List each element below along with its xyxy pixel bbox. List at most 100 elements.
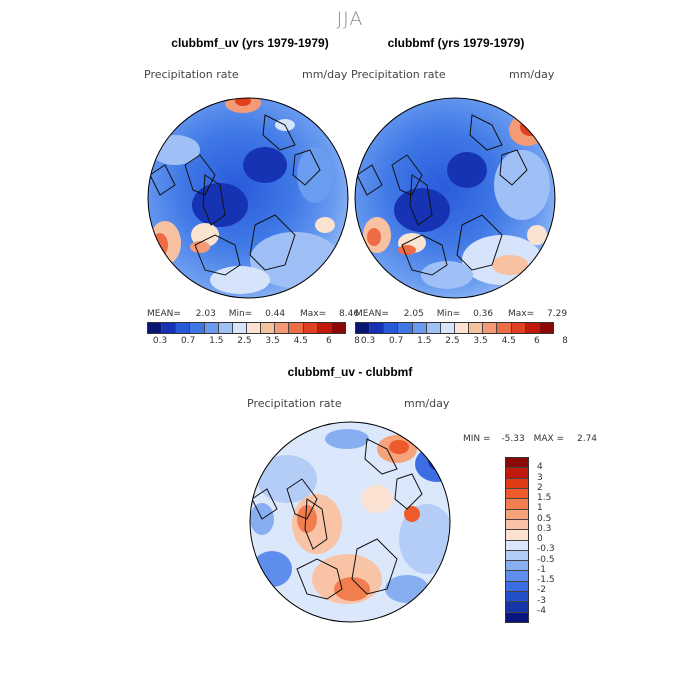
panel2-map <box>354 97 556 299</box>
panel2-min-label: Min= <box>436 309 461 319</box>
colorbar-tick-label: 4.5 <box>501 336 516 346</box>
colorbar-swatch <box>246 323 262 333</box>
panel2-mean-label: MEAN= <box>355 309 389 319</box>
colorbar-tick-label: 0.7 <box>181 336 196 346</box>
colorbar-tick-label: 1 <box>537 503 543 514</box>
colorbar-tick-label: 8 <box>354 336 360 346</box>
panel1-units: mm/day <box>302 68 348 81</box>
colorbar-tick-label: 0.3 <box>360 336 376 346</box>
colorbar-tick-label: 0.5 <box>537 513 552 524</box>
colorbar-tick-label: 4 <box>537 462 543 473</box>
colorbar-tick-label: 2 <box>537 482 543 493</box>
colorbar-tick-label: -4 <box>537 605 546 616</box>
colorbar-swatch <box>506 612 528 622</box>
colorbar-tick-label: 1.5 <box>537 493 552 503</box>
colorbar-tick-label: 1.5 <box>417 336 432 346</box>
colorbar-swatch <box>162 323 177 333</box>
colorbar-swatch <box>218 323 233 333</box>
colorbar-tick-label: 2.5 <box>237 336 252 346</box>
colorbar-swatch <box>506 519 528 531</box>
panel3-units: mm/day <box>404 397 450 410</box>
colorbar-tick-label: 0.3 <box>152 336 168 346</box>
colorbar-tick-label: -2 <box>537 585 546 596</box>
colorbar-tick-label: 0 <box>537 534 543 544</box>
panel3-map <box>249 421 451 623</box>
season-title: JJA <box>336 8 364 30</box>
colorbar-swatch <box>483 323 498 333</box>
colorbar-swatch <box>497 323 512 333</box>
colorbar-swatch <box>384 323 399 333</box>
panel1-max-value: 8.46 <box>339 309 360 319</box>
colorbar-swatch <box>506 602 528 613</box>
panel2-title: clubbmf (yrs 1979-1979) <box>387 36 525 50</box>
colorbar-tick-label: 2.5 <box>445 336 460 346</box>
colorbar-tick-label: -1.5 <box>537 575 555 585</box>
panel1-mean-label: MEAN= <box>147 309 181 319</box>
colorbar-tick-label: 6 <box>534 336 540 346</box>
panel3-max-label: MAX = <box>533 434 565 444</box>
colorbar-tick-label: 3 <box>537 472 543 483</box>
colorbar-swatch <box>506 592 528 603</box>
colorbar-swatch <box>506 458 528 469</box>
colorbar-swatch <box>506 530 528 541</box>
colorbar-swatch <box>317 323 332 333</box>
colorbar-tick-label: -0.3 <box>537 544 555 555</box>
colorbar-swatch <box>275 323 290 333</box>
colorbar-tick-label: 4.5 <box>293 336 308 346</box>
colorbar-swatch <box>232 323 247 333</box>
panel3-title: clubbmf_uv - clubbmf <box>287 365 413 379</box>
colorbar-swatch <box>506 468 528 479</box>
panel3-max-value: 2.74 <box>576 434 598 444</box>
colorbar-swatch <box>506 571 528 582</box>
colorbar-swatch <box>506 550 528 562</box>
panel1-title: clubbmf_uv (yrs 1979-1979) <box>171 36 329 50</box>
colorbar-swatch <box>469 323 484 333</box>
panel3-stats: MIN = -5.33 MAX = 2.74 <box>463 434 597 444</box>
colorbar-swatch <box>303 323 318 333</box>
panel2-variable: Precipitation rate <box>351 68 446 81</box>
panel1-variable: Precipitation rate <box>144 68 239 81</box>
colorbar-swatch <box>511 323 526 333</box>
colorbar-swatch <box>506 488 528 500</box>
panel1-mean-value: 2.03 <box>195 309 216 319</box>
panel2-min-value: 0.36 <box>473 309 494 319</box>
colorbar-swatch <box>440 323 455 333</box>
panel3-colorbar-ticks: 4 3 2 1.5 1 0.5 0.3 0 -0.3 -0.5 -1 -1.5 -2 -3 -4 <box>537 457 577 621</box>
panel1-map <box>147 97 349 299</box>
colorbar-swatch <box>506 561 528 572</box>
colorbar-tick-label: 6 <box>326 336 332 346</box>
panel3-colorbar <box>505 457 529 623</box>
panel2-max-label: Max= <box>508 309 535 319</box>
colorbar-swatch <box>331 323 345 333</box>
panel2-colorbar-ticks: 0.3 0.7 1.5 2.5 3.5 4.5 6 8 <box>355 336 568 348</box>
panel1-min-value: 0.44 <box>265 309 286 319</box>
panel1-min-label: Min= <box>228 309 253 319</box>
colorbar-swatch <box>506 540 528 551</box>
colorbar-swatch <box>525 323 540 333</box>
colorbar-swatch <box>204 323 219 333</box>
colorbar-swatch <box>398 323 413 333</box>
panel1-max-label: Max= <box>300 309 327 319</box>
colorbar-swatch <box>426 323 441 333</box>
colorbar-tick-label: -1 <box>537 564 546 575</box>
colorbar-tick-label: 1.5 <box>209 336 224 346</box>
panel2-colorbar <box>355 322 554 334</box>
colorbar-tick-label: 0.7 <box>389 336 404 346</box>
panel3-min-value: -5.33 <box>501 434 525 444</box>
colorbar-swatch <box>506 509 528 520</box>
colorbar-swatch <box>190 323 205 333</box>
panel1-colorbar <box>147 322 346 334</box>
panel2-mean-value: 2.05 <box>403 309 424 319</box>
panel1-colorbar-ticks: 0.3 0.7 1.5 2.5 3.5 4.5 6 8 <box>147 336 360 348</box>
panel3-variable: Precipitation rate <box>247 397 342 410</box>
colorbar-tick-label: 0.3 <box>537 523 552 534</box>
colorbar-tick-label: -3 <box>537 595 546 606</box>
colorbar-swatch <box>412 323 427 333</box>
colorbar-swatch <box>148 323 163 333</box>
panel1-stats: MEAN= 2.03 Min= 0.44 Max= 8.46 <box>147 309 359 319</box>
colorbar-swatch <box>454 323 470 333</box>
colorbar-swatch <box>506 581 528 593</box>
colorbar-tick-label: 8 <box>562 336 568 346</box>
colorbar-swatch <box>370 323 385 333</box>
colorbar-swatch <box>506 499 528 510</box>
